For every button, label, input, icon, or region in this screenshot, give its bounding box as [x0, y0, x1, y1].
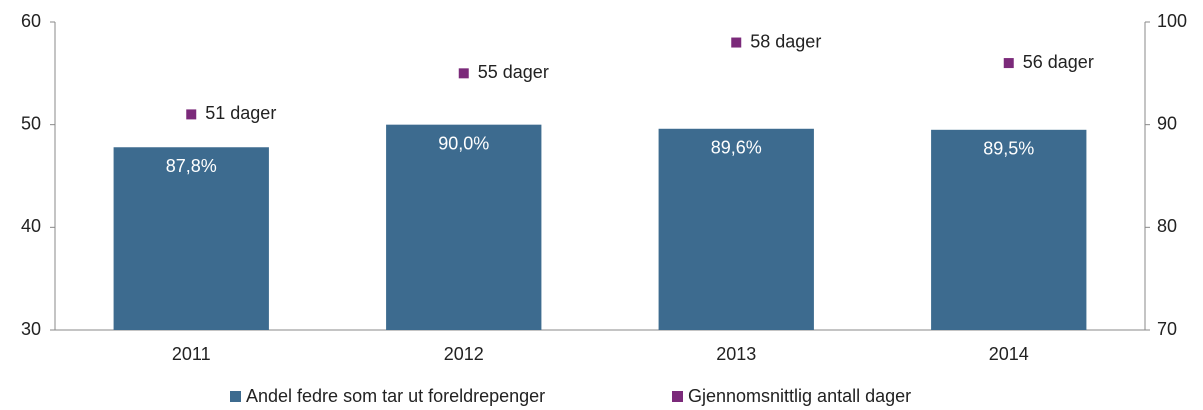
point-value-label: 58 dager	[750, 31, 821, 51]
point-value-label: 56 dager	[1023, 52, 1094, 72]
y-tick-label: 30	[21, 319, 41, 339]
legend-swatch	[230, 391, 241, 402]
y-tick-label: 50	[21, 113, 41, 133]
bar	[931, 129, 1087, 330]
y2-tick-label: 90	[1157, 113, 1177, 133]
legend-label: Andel fedre som tar ut foreldrepenger	[246, 386, 545, 406]
y2-tick-label: 70	[1157, 319, 1177, 339]
point	[458, 68, 469, 79]
point	[186, 109, 197, 120]
y-tick-label: 60	[21, 11, 41, 31]
point-value-label: 51 dager	[205, 103, 276, 123]
bar	[658, 128, 814, 330]
bar-value-label: 89,5%	[983, 139, 1034, 159]
x-tick-label: 2014	[989, 344, 1029, 364]
legend-label: Gjennomsnittlig antall dager	[688, 386, 911, 406]
y2-tick-label: 100	[1157, 11, 1187, 31]
point-value-label: 55 dager	[478, 62, 549, 82]
y2-tick-label: 80	[1157, 216, 1177, 236]
x-tick-label: 2011	[172, 344, 211, 364]
bar-value-label: 87,8%	[166, 156, 217, 176]
bar	[113, 147, 269, 330]
legend-swatch	[672, 391, 683, 402]
bar-value-label: 90,0%	[438, 133, 489, 153]
bar	[386, 124, 542, 331]
x-tick-label: 2012	[444, 344, 484, 364]
point	[1003, 58, 1014, 69]
point	[731, 37, 742, 48]
y-tick-label: 40	[21, 216, 41, 236]
bar-value-label: 89,6%	[711, 138, 762, 158]
x-tick-label: 2013	[716, 344, 756, 364]
